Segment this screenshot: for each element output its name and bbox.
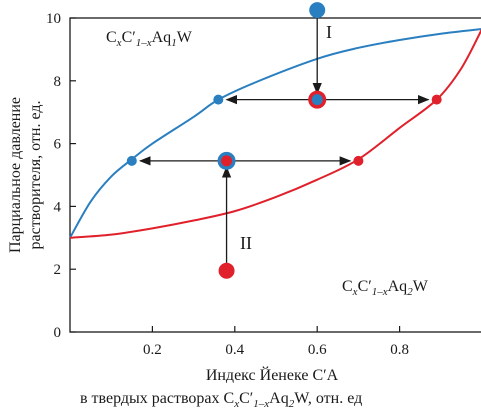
top-aq: Aq [152, 29, 172, 46]
bottom-aq: Aq [388, 278, 408, 295]
region-label-top: CxC′1–xAq1W [106, 29, 193, 49]
x-axis-aq: Aq [269, 390, 289, 407]
top-w: W [177, 29, 193, 46]
x-axis-label-line2-suffix: W, отн. ед [294, 390, 362, 407]
region-label-bottom: CxC′1–xAq2W [342, 278, 429, 298]
y-tick-label: 10 [46, 11, 61, 27]
top-sub-1mx: 1–x [136, 37, 152, 49]
data-point [213, 94, 224, 105]
y-tick-label: 8 [54, 74, 62, 90]
y-tick-label: 6 [54, 137, 62, 153]
annotation-II: II [240, 233, 252, 253]
x-axis-sub-x: x [233, 398, 239, 410]
x-tick-label: 0.8 [390, 342, 409, 358]
x-tick-label: 0.6 [308, 342, 327, 358]
y-tick-label: 2 [54, 262, 62, 278]
annotation-I: I [326, 22, 332, 42]
y-tick-label: 4 [54, 199, 62, 215]
x-tick-label: 0.2 [143, 342, 162, 358]
x-axis-cprime: C′ [239, 390, 253, 407]
bottom-w: W [413, 278, 429, 295]
top-cprime: C′ [122, 29, 136, 46]
bottom-sub-x: x [352, 286, 358, 298]
points [126, 2, 442, 279]
data-point [311, 94, 323, 106]
x-axis-label-line2-prefix: в твердых растворах C [80, 390, 234, 407]
data-point [431, 94, 442, 105]
series-line-red [69, 28, 481, 239]
x-axis-label-line1: Индекс Йенеке C′A [206, 365, 339, 384]
x-tick-label: 0.4 [225, 342, 244, 358]
bottom-sub-2: 2 [407, 286, 413, 298]
x-axis-label-line2: в твердых растворах CxC′1–xAq2W, отн. ед [80, 390, 362, 410]
data-point [221, 155, 233, 167]
series-line-blue [69, 28, 481, 239]
top-c: C [106, 29, 117, 46]
x-axis-sub-1mx: 1–x [253, 398, 269, 410]
bottom-cprime: C′ [358, 278, 372, 295]
data-point [126, 155, 137, 166]
top-sub-x: x [116, 37, 122, 49]
y-tick-label: 0 [54, 325, 62, 341]
ticks: 0 2 4 6 8 10 0.2 0.4 0.6 0.8 [46, 11, 409, 358]
data-point [353, 155, 364, 166]
data-point [218, 262, 235, 279]
curves [69, 28, 481, 239]
top-sub-1: 1 [171, 37, 177, 49]
bottom-sub-1mx: 1–x [372, 286, 388, 298]
y-axis-label-line2: растворителя, отн. ед. [27, 100, 44, 249]
plot-frame [69, 17, 481, 333]
arrows [138, 18, 430, 263]
y-axis-label-line1: Парциальное давление [7, 97, 24, 253]
bottom-c: C [342, 278, 353, 295]
x-axis-sub-2: 2 [289, 398, 295, 410]
data-point [309, 2, 326, 19]
